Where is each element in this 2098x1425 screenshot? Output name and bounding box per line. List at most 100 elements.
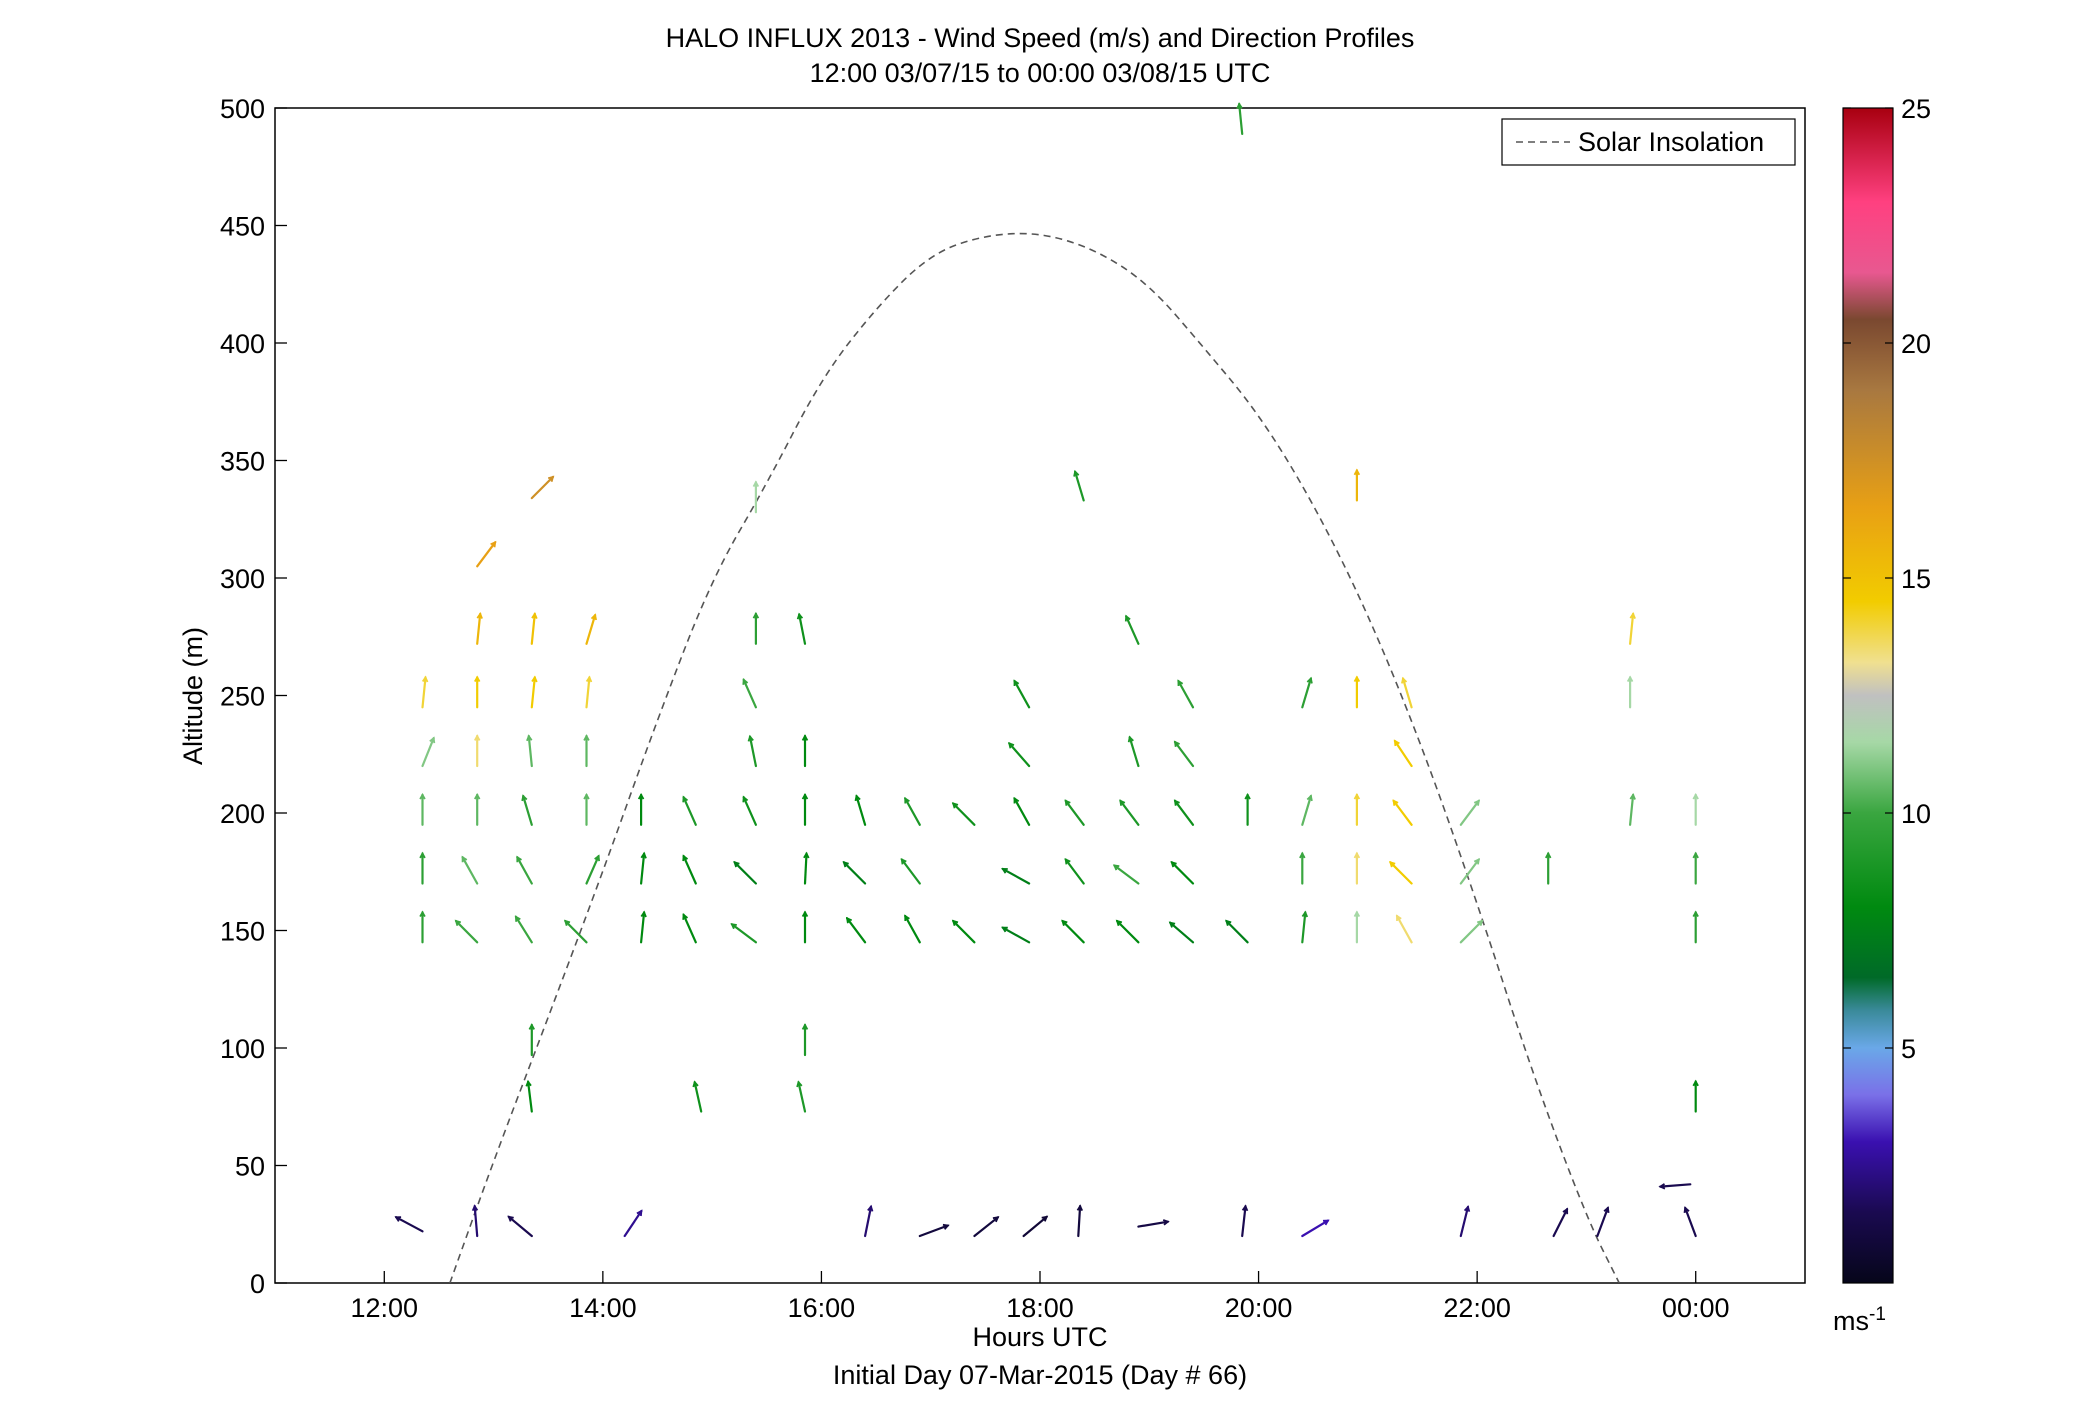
colorbar-tick-label: 25 [1901, 94, 1931, 124]
wind-vector [918, 1223, 950, 1238]
y-tick-label: 250 [220, 682, 265, 712]
wind-vectors [394, 102, 1699, 1238]
wind-vector-shaft [693, 1081, 703, 1113]
wind-vector-head [1692, 1079, 1699, 1087]
wind-vector-head [1173, 740, 1180, 748]
wind-vector-shaft [904, 797, 921, 826]
wind-vector [1124, 614, 1140, 645]
wind-vector-head [421, 675, 429, 683]
wind-vector-shaft [798, 613, 807, 645]
solar-insolation-line [449, 232, 1620, 1283]
wind-vector [528, 1023, 535, 1057]
wind-vector-head [1112, 864, 1120, 871]
wind-vector-head [1626, 675, 1634, 683]
wind-vector [801, 792, 809, 826]
wind-vector-head [752, 480, 760, 488]
wind-vector-head [419, 910, 426, 918]
wind-vector [1392, 799, 1413, 826]
wind-vector-shaft [1115, 919, 1140, 944]
wind-vector-shaft [1064, 799, 1085, 826]
wind-vector [639, 910, 647, 944]
wind-vector-head [1629, 612, 1636, 619]
wind-vector-shaft [1119, 799, 1140, 826]
colorbar-tick-label: 20 [1901, 329, 1931, 359]
wind-vector [1683, 1206, 1697, 1238]
wind-vector [863, 1204, 874, 1238]
wind-vector [474, 675, 481, 709]
wind-vector [1658, 1183, 1692, 1190]
wind-vector-shaft [1301, 794, 1313, 826]
wind-vector [476, 540, 497, 568]
wind-vector-head [1168, 921, 1176, 928]
x-tick-label: 14:00 [569, 1293, 637, 1323]
wind-vector-shaft [1301, 911, 1307, 944]
wind-vector [842, 860, 867, 885]
wind-vector [900, 857, 921, 885]
wind-vector [585, 854, 600, 885]
wind-vector [1692, 792, 1699, 826]
wind-vector [1628, 793, 1636, 826]
wind-vector [1692, 1079, 1699, 1113]
wind-vector-head [1073, 469, 1080, 477]
wind-vector [1389, 860, 1413, 885]
wind-vector-shaft [1301, 1219, 1330, 1238]
wind-vector-shaft [855, 794, 867, 826]
wind-vector [1626, 675, 1634, 709]
y-axis-label: Altitude (m) [178, 627, 208, 765]
wind-vector [682, 854, 697, 885]
wind-vector-head [590, 613, 597, 621]
wind-vector [1177, 679, 1195, 709]
wind-vector [1301, 1219, 1330, 1238]
wind-vector [1168, 921, 1195, 944]
wind-vector-head [454, 919, 462, 927]
wind-vector-shaft [1022, 1215, 1048, 1238]
wind-vector-shaft [564, 919, 588, 944]
wind-vector [1173, 799, 1195, 826]
wind-vector-shaft [1392, 799, 1413, 826]
wind-vector-shaft [1389, 861, 1413, 885]
wind-vector [682, 795, 697, 826]
wind-vector-head [461, 855, 468, 863]
wind-vector [421, 675, 429, 709]
wind-vector [585, 675, 593, 709]
wind-vector [801, 910, 809, 944]
wind-vector [1022, 1215, 1049, 1238]
wind-vector-head [904, 914, 910, 922]
y-tick-label: 350 [220, 447, 265, 477]
wind-vector-shaft [952, 802, 976, 826]
wind-vector [742, 678, 758, 709]
wind-vector-shaft [1173, 799, 1195, 826]
wind-vector-head [1170, 860, 1177, 868]
wind-vector-head [900, 857, 907, 865]
wind-vector-head [594, 854, 600, 862]
wind-vector [951, 919, 976, 944]
wind-vector-head [1692, 792, 1699, 800]
wind-vector-shaft [1008, 742, 1031, 768]
wind-vector-shaft [1225, 919, 1249, 944]
colorbar-unit-exponent: -1 [1869, 1304, 1886, 1325]
colorbar-gradient [1842, 107, 1894, 1284]
wind-vector [1013, 679, 1031, 709]
wind-vector [1112, 864, 1140, 885]
wind-vector-head [733, 860, 740, 868]
x-tick-label: 18:00 [1006, 1293, 1074, 1323]
wind-vector [1299, 851, 1306, 885]
wind-vector-head [1306, 794, 1313, 802]
wind-vector-head [1162, 1219, 1170, 1226]
wind-vector-head [1041, 1215, 1049, 1222]
wind-vector [1137, 1219, 1170, 1228]
wind-vector-shaft [1393, 739, 1413, 768]
wind-vector-shaft [527, 734, 533, 768]
wind-vector-shaft [454, 919, 479, 944]
wind-vector [583, 734, 590, 768]
wind-vector [530, 475, 555, 500]
wind-vector-head [801, 792, 809, 800]
wind-vector-head [476, 612, 483, 619]
wind-vector-head [490, 540, 497, 548]
x-axis-label: Hours UTC [972, 1322, 1107, 1352]
wind-vector [1353, 675, 1361, 709]
wind-vector [419, 851, 426, 885]
wind-vector-head [1076, 1204, 1084, 1211]
wind-vector-shaft [421, 736, 435, 768]
y-tick-label: 500 [220, 94, 265, 124]
